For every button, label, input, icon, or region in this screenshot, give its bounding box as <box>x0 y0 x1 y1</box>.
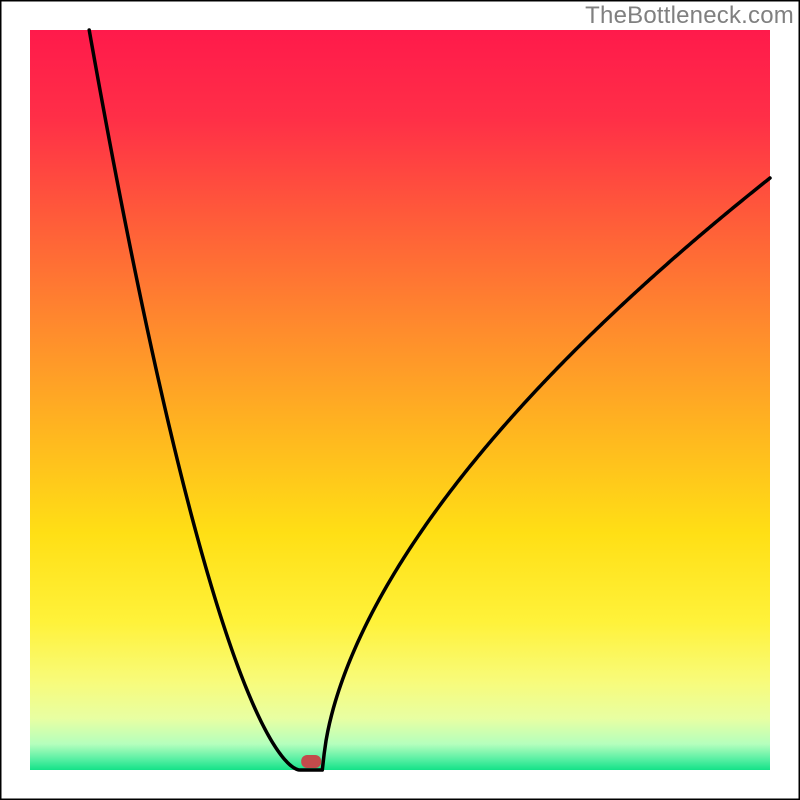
optimum-marker <box>301 755 321 768</box>
plot-background <box>30 30 770 770</box>
bottleneck-chart <box>0 0 800 800</box>
chart-frame: TheBottleneck.com <box>0 0 800 800</box>
watermark-text: TheBottleneck.com <box>585 2 794 30</box>
